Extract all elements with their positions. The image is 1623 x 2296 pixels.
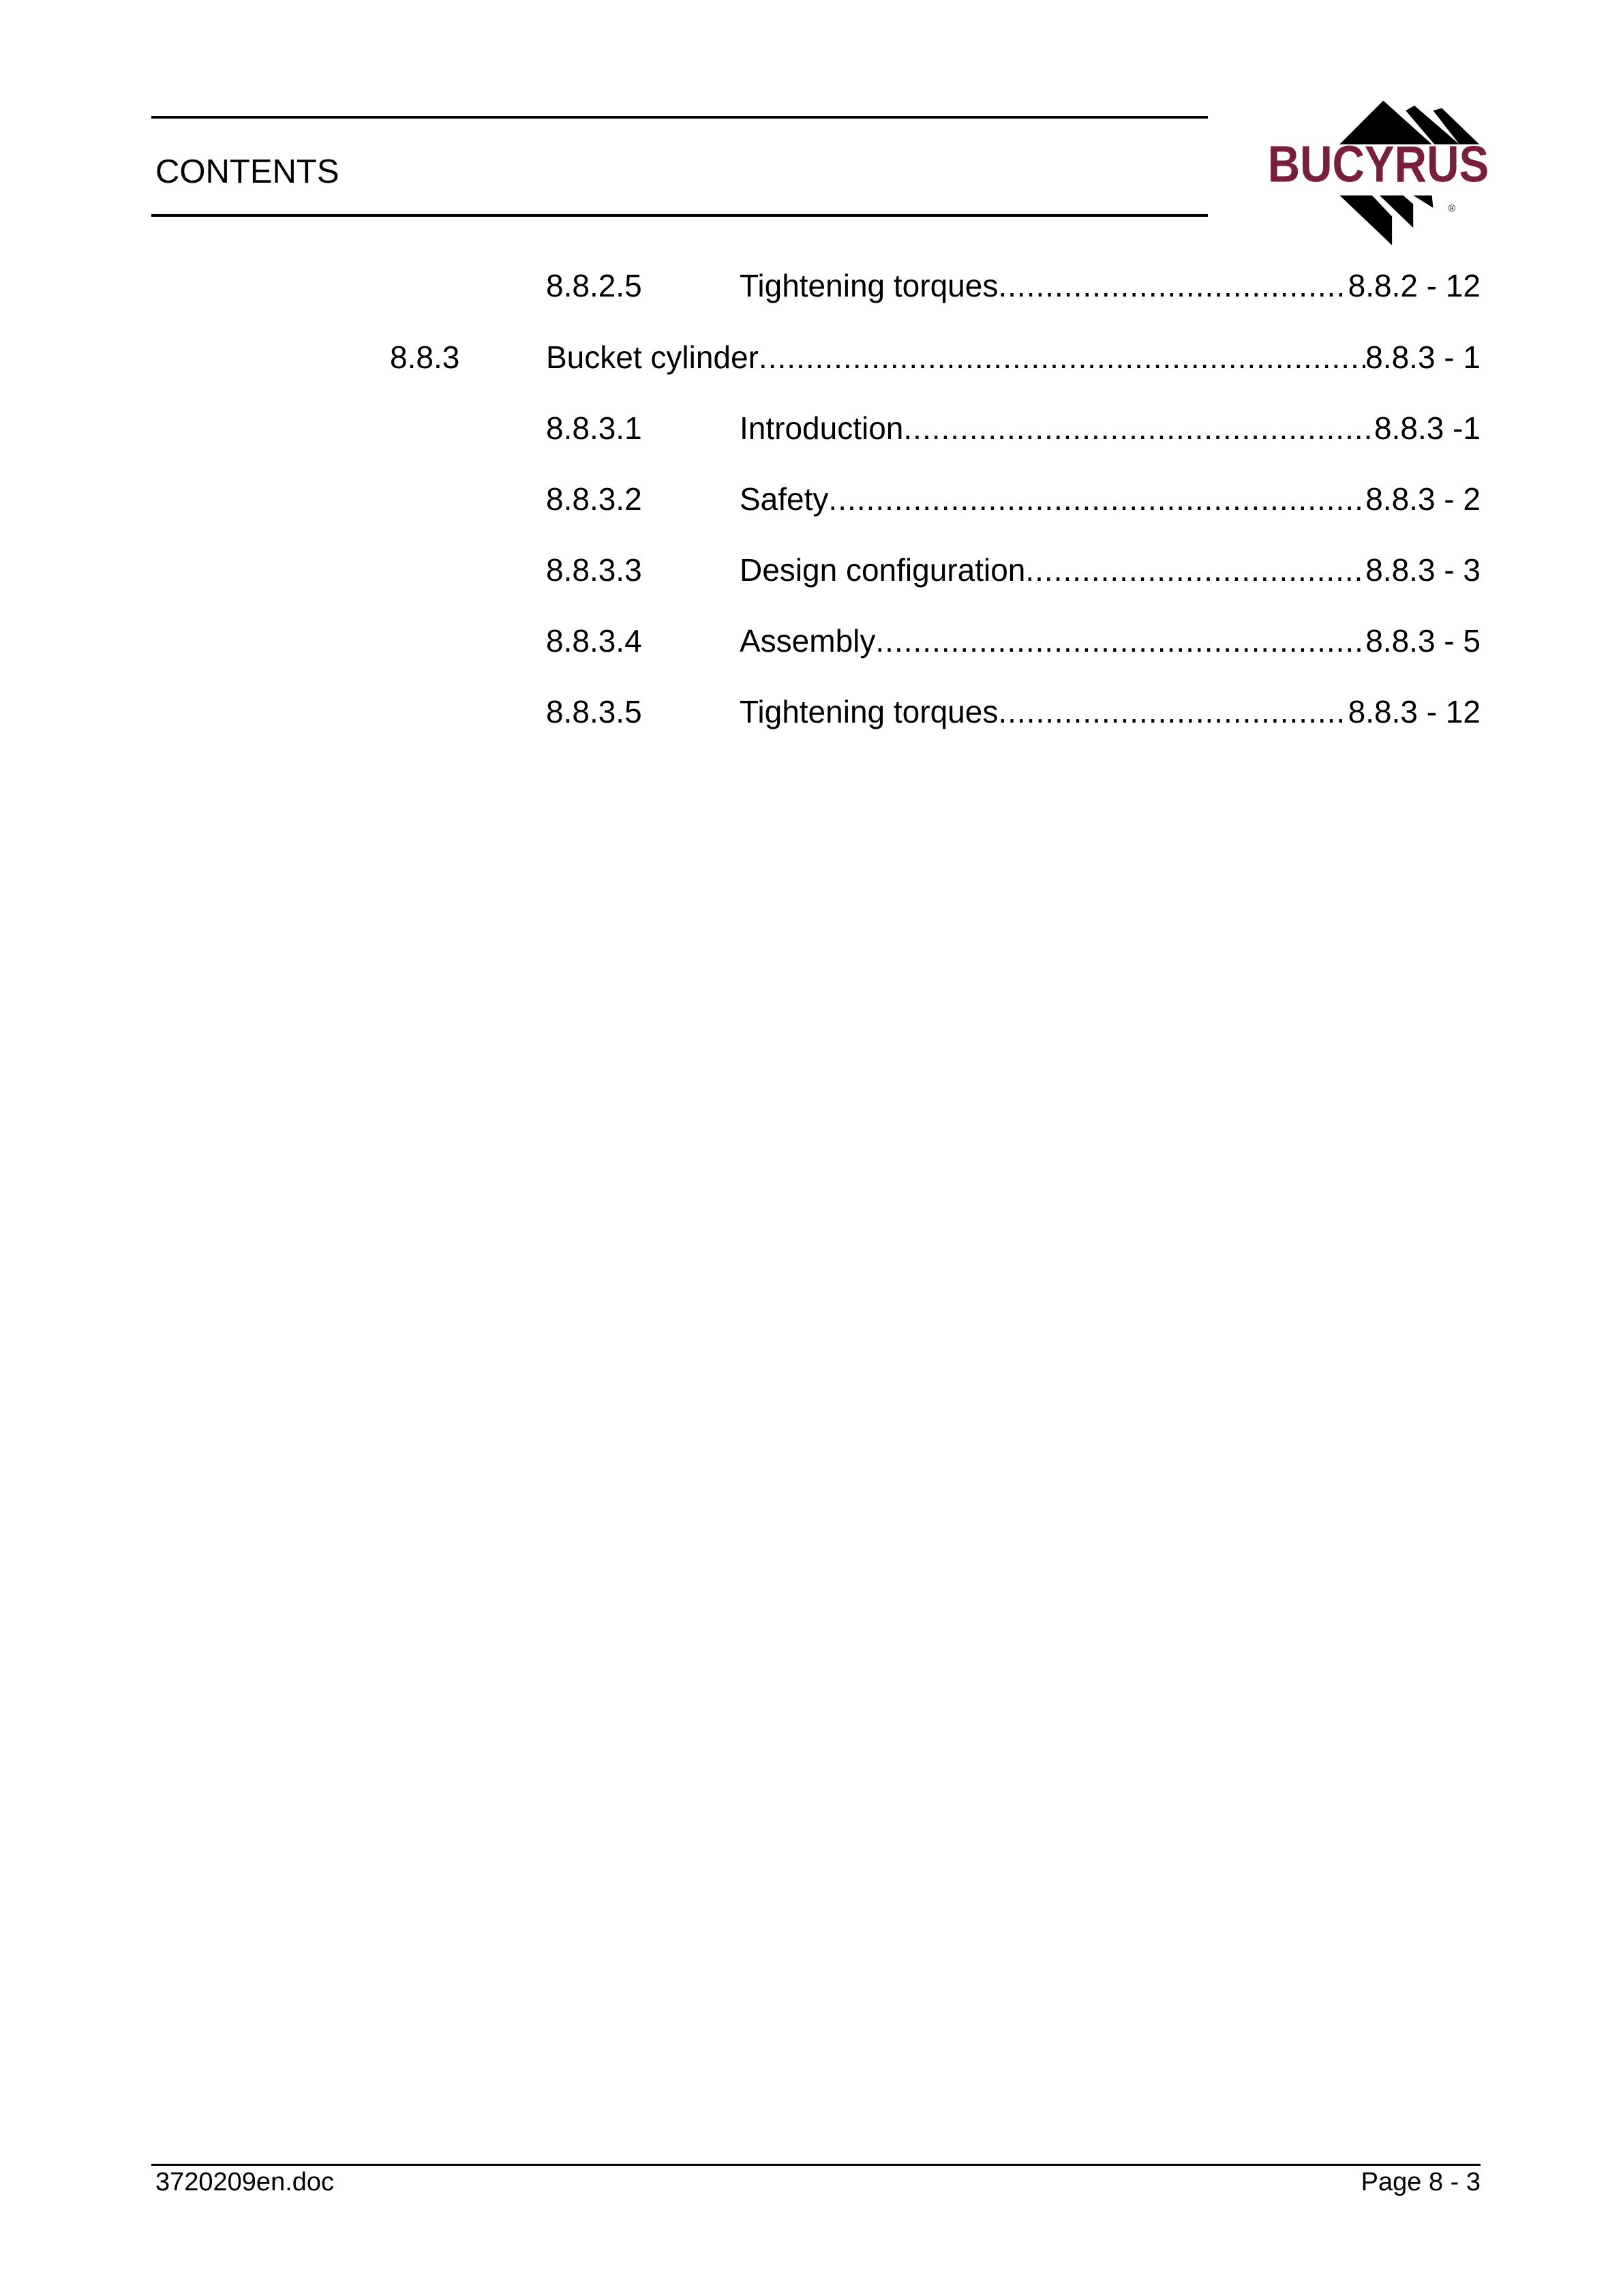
- toc-entry-page: 8.8.3 - 5: [1365, 623, 1481, 659]
- toc-entry-title: Assembly: [740, 623, 876, 659]
- toc-entry-title: Design configuration: [740, 552, 1026, 588]
- toc-leader-dots: [875, 622, 1365, 659]
- toc-entry-number: 8.8.3.3: [546, 552, 642, 588]
- toc-entry-number: 8.8.3.5: [546, 694, 642, 729]
- toc-leader-dots: [998, 267, 1348, 304]
- toc-entry-page: 8.8.2 - 12: [1348, 268, 1481, 303]
- toc-entry-number: 8.8.2.5: [546, 268, 642, 303]
- toc-entry-title: Tightening torques: [740, 268, 999, 303]
- toc-entry-title: Safety: [740, 481, 829, 517]
- toc-entry[interactable]: 8.8.3.1 Introduction 8.8.3 -1: [0, 410, 1623, 451]
- toc-entry-number: 8.8.3.2: [546, 481, 642, 517]
- toc-entry-number: 8.8.3.4: [546, 623, 642, 659]
- toc-leader-dots: [903, 410, 1374, 447]
- footer-rule: [151, 2164, 1481, 2166]
- toc-entry[interactable]: 8.8.3.5 Tightening torques 8.8.3 - 12: [0, 693, 1623, 734]
- toc-entry-title: Tightening torques: [740, 694, 999, 729]
- toc-entry[interactable]: 8.8.3 Bucket cylinder 8.8.3 - 1: [0, 339, 1623, 380]
- toc-entry-page: 8.8.3 - 3: [1365, 552, 1481, 588]
- toc-entry-page: 8.8.3 - 12: [1348, 694, 1481, 729]
- toc-entry-number: 8.8.3: [390, 339, 460, 375]
- toc-entry[interactable]: 8.8.3.2 Safety 8.8.3 - 2: [0, 481, 1623, 522]
- bucyrus-logo: BUCYRUS ®: [1268, 100, 1489, 245]
- header-top-rule: [151, 116, 1208, 119]
- header-title: CONTENTS: [155, 153, 339, 190]
- toc-leader-dots: [1025, 552, 1365, 588]
- toc-entry-title: Bucket cylinder: [546, 339, 759, 375]
- toc-leader-dots: [759, 339, 1365, 376]
- footer-document-name: 3720209en.doc: [155, 2168, 335, 2196]
- toc-leader-dots: [828, 481, 1365, 517]
- toc-leader-dots: [998, 693, 1348, 730]
- svg-text:®: ®: [1448, 203, 1455, 214]
- toc-entry-title: Introduction: [740, 410, 904, 446]
- footer-page-number: Page 8 - 3: [1361, 2168, 1481, 2196]
- toc-entry-page: 8.8.3 - 2: [1365, 481, 1481, 517]
- toc-entry[interactable]: 8.8.3.3 Design configuration 8.8.3 - 3: [0, 552, 1623, 592]
- toc-entry-page: 8.8.3 -1: [1374, 410, 1481, 446]
- svg-text:BUCYRUS: BUCYRUS: [1268, 135, 1489, 192]
- toc-entry[interactable]: 8.8.3.4 Assembly 8.8.3 - 5: [0, 622, 1623, 663]
- header-bottom-rule: [151, 214, 1208, 217]
- toc-entry-number: 8.8.3.1: [546, 410, 642, 446]
- toc-entry-page: 8.8.3 - 1: [1365, 339, 1481, 375]
- toc-entry[interactable]: 8.8.2.5 Tightening torques 8.8.2 - 12: [0, 267, 1623, 308]
